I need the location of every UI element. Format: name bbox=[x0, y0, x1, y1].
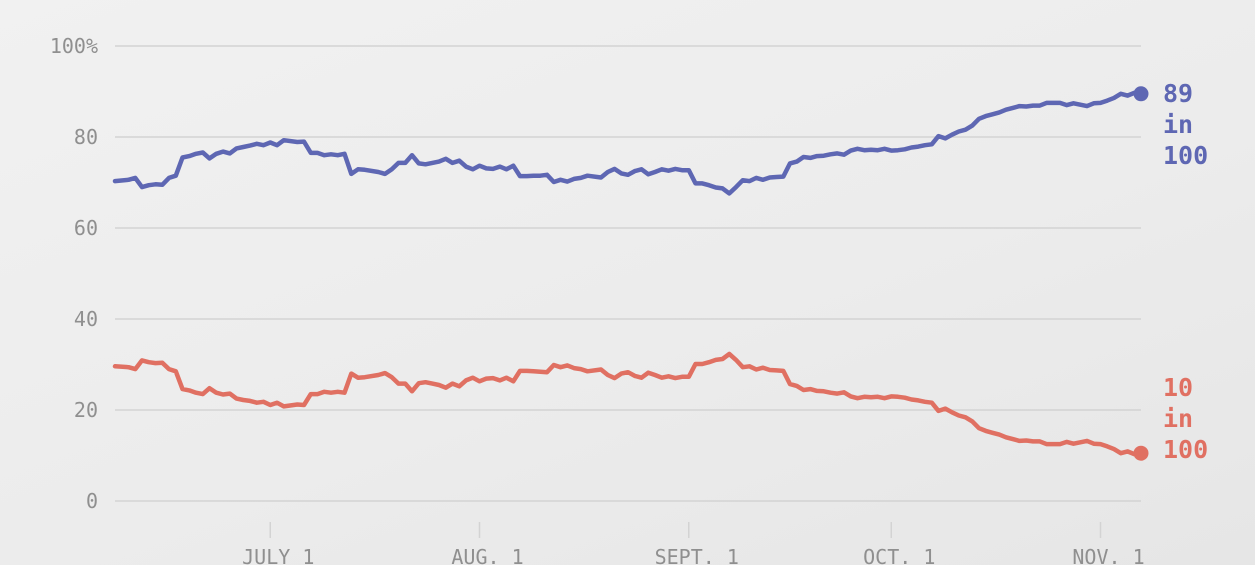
series-end-dot-0 bbox=[1133, 86, 1149, 102]
x-tick-label: OCT. 1 bbox=[863, 545, 935, 565]
x-axis: JULY 1 AUG. 1 SEPT. 1 OCT. 1 NOV. 1 bbox=[242, 522, 1145, 565]
series-end-dot-1 bbox=[1133, 445, 1149, 461]
y-tick-label-60: 60 bbox=[74, 216, 98, 240]
grid-layer: 100% 80 60 40 20 0 bbox=[50, 34, 1141, 513]
end-label-1-line-1: in bbox=[1163, 404, 1193, 433]
end-label-1-line-2: 100 bbox=[1163, 435, 1208, 464]
series-layer bbox=[112, 86, 1149, 461]
x-tick-label: NOV. 1 bbox=[1072, 545, 1144, 565]
y-tick-label-80: 80 bbox=[74, 125, 98, 149]
end-label-0-line-1: in bbox=[1163, 110, 1193, 139]
y-tick-label-0: 0 bbox=[86, 489, 98, 513]
series-line-0 bbox=[112, 90, 1144, 196]
end-label-0-line-2: 100 bbox=[1163, 141, 1208, 170]
x-tick-label: JULY 1 bbox=[242, 545, 314, 565]
x-tick-label: SEPT. 1 bbox=[655, 545, 739, 565]
end-label-1-line-0: 10 bbox=[1163, 373, 1193, 402]
end-label-0-line-0: 89 bbox=[1163, 79, 1193, 108]
x-tick-label: AUG. 1 bbox=[451, 545, 523, 565]
y-tick-label-40: 40 bbox=[74, 307, 98, 331]
y-tick-label-20: 20 bbox=[74, 398, 98, 422]
series-line-1 bbox=[112, 351, 1144, 457]
y-tick-label-100: 100% bbox=[50, 34, 98, 58]
